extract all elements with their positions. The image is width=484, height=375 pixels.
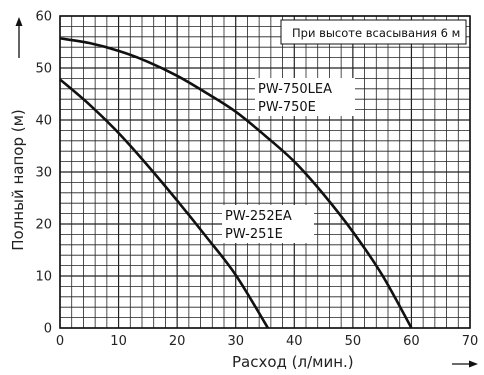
curves bbox=[59, 37, 413, 329]
y-tick-label: 50 bbox=[35, 62, 52, 77]
series-line-1 bbox=[59, 37, 413, 329]
x-axis-label: Расход (л/мин.) bbox=[232, 353, 354, 371]
series-line-2 bbox=[59, 78, 270, 329]
x-tick-label: 20 bbox=[169, 334, 186, 349]
x-axis-arrowhead bbox=[469, 360, 478, 368]
x-tick-label: 30 bbox=[227, 334, 244, 349]
x-tick-label: 70 bbox=[462, 334, 479, 349]
series-label-line-1: PW-252EA bbox=[225, 209, 292, 224]
y-tick-labels: 0 10 20 30 40 50 60 bbox=[35, 10, 52, 337]
annotation: При высоте всасывания 6 м bbox=[292, 26, 460, 40]
x-tick-label: 40 bbox=[286, 334, 303, 349]
x-tick-label: 10 bbox=[110, 334, 127, 349]
y-axis-arrowhead bbox=[15, 17, 23, 26]
y-tick-label: 10 bbox=[35, 270, 52, 285]
series-label-line-2: PW-750E bbox=[258, 100, 316, 115]
y-tick-label: 20 bbox=[35, 218, 52, 233]
x-tick-label: 0 bbox=[56, 334, 64, 349]
annotation-box bbox=[280, 19, 467, 45]
series-label-pw-252: PW-252EA PW-251E bbox=[222, 205, 314, 243]
plot-frame bbox=[59, 15, 471, 329]
x-tick-label: 50 bbox=[345, 334, 362, 349]
series-label-line-1: PW-750LEA bbox=[258, 82, 332, 97]
y-tick-label: 0 bbox=[44, 322, 52, 337]
y-tick-label: 60 bbox=[35, 10, 52, 25]
x-tick-label: 60 bbox=[403, 334, 420, 349]
x-tick-labels: 0 10 20 30 40 50 60 70 bbox=[56, 334, 478, 349]
series-label-pw-750: PW-750LEA PW-750E bbox=[255, 78, 355, 116]
y-tick-label: 40 bbox=[35, 114, 52, 129]
y-tick-label: 30 bbox=[35, 166, 52, 181]
grid bbox=[59, 15, 471, 329]
series-label-line-2: PW-251E bbox=[225, 227, 283, 242]
y-axis-label: Полный напор (м) bbox=[9, 109, 27, 251]
